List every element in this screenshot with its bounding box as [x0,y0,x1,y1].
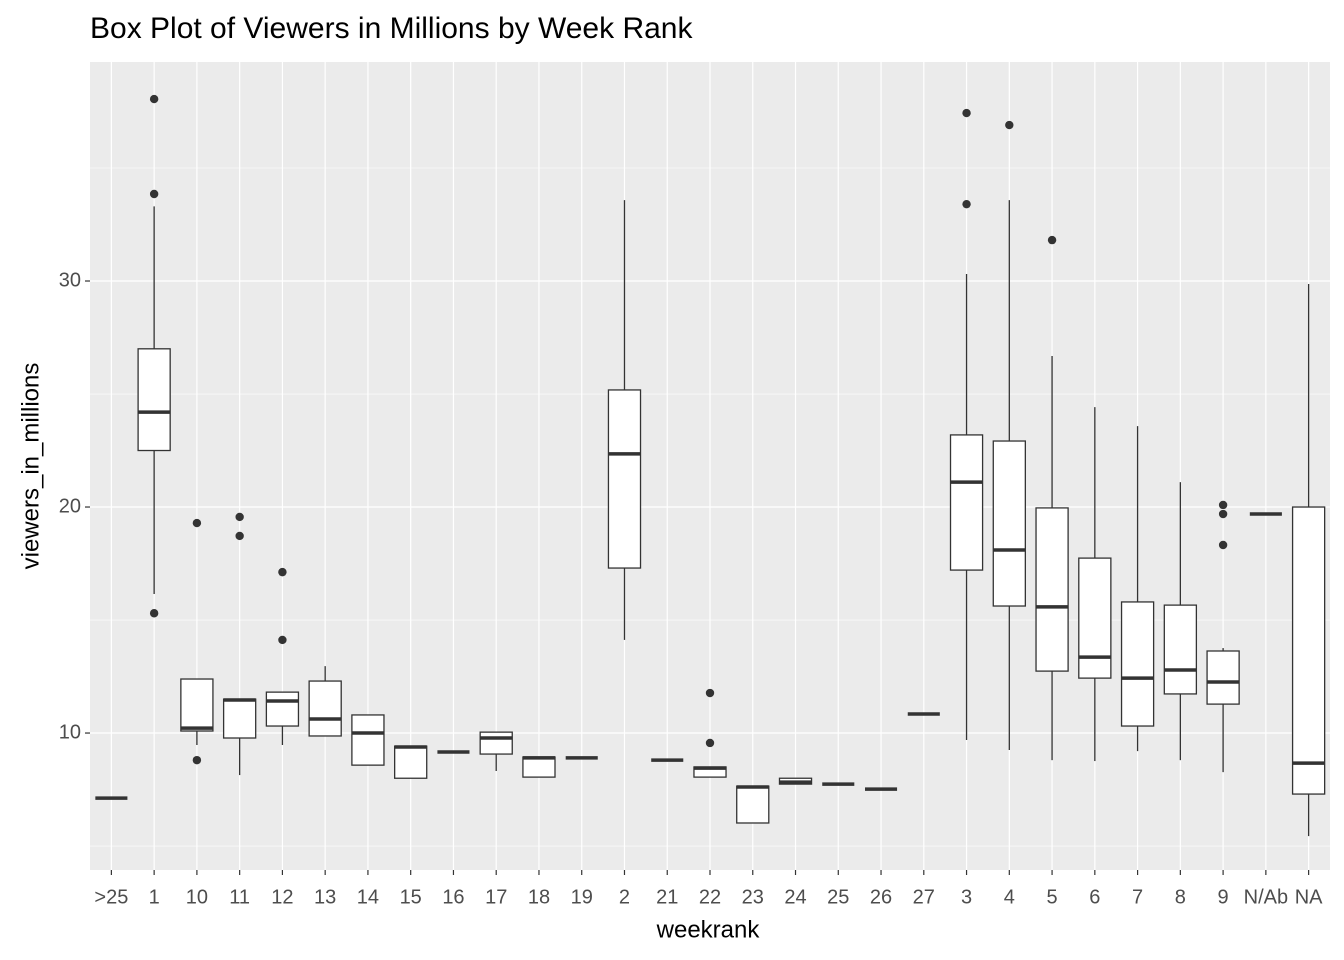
outlier [962,108,971,118]
y-tick-label: 10 [59,721,81,743]
outlier [1218,509,1228,519]
x-tick-label: 24 [784,886,806,908]
y-tick-label: 20 [59,495,81,517]
x-tick-label: 19 [571,886,593,908]
y-tick-label: 30 [59,269,81,291]
outlier [192,518,202,528]
x-tick-label: 3 [961,886,972,908]
box [180,678,214,732]
outlier [149,94,159,104]
box [1078,557,1112,679]
box [137,348,171,452]
outlier [705,688,715,698]
x-tick-label: 21 [656,886,678,908]
x-tick-label: 10 [186,886,208,908]
x-tick-label: 11 [229,886,250,908]
x-tick-label: 17 [485,886,507,908]
box [222,698,257,739]
box [308,680,342,737]
x-tick-label: N/Ab [1244,886,1288,908]
x-tick-label: 5 [1047,886,1058,908]
y-axis-title: viewers_in_millions [17,363,44,570]
box [1120,601,1155,727]
x-tick-label: 26 [870,886,892,908]
box [351,714,385,766]
box [1163,604,1198,695]
x-tick-label: >25 [94,886,128,908]
box [265,691,300,727]
x-tick-label: 9 [1218,886,1229,908]
x-tick-label: 23 [742,886,764,908]
outlier [962,199,971,209]
outlier [278,567,287,577]
outlier [149,189,159,199]
x-tick-label: 12 [271,886,293,908]
box [522,756,556,778]
x-tick-label: 6 [1089,886,1100,908]
x-tick-label: 14 [357,886,379,908]
x-tick-label: 22 [699,886,721,908]
x-tick-label: 18 [528,886,550,908]
x-axis-title: weekrank [656,916,761,943]
box [1291,506,1326,795]
box [1206,650,1240,705]
x-tick-label: 25 [827,886,849,908]
x-tick-label: 8 [1175,886,1186,908]
x-tick-label: 2 [619,886,630,908]
outlier [1005,120,1014,130]
outlier [705,738,715,748]
box [949,434,984,571]
x-tick-label: 15 [400,886,422,908]
box [479,731,513,755]
x-tick-label: NA [1295,886,1323,908]
box [607,389,642,569]
outlier [235,531,244,541]
box [394,745,428,779]
box [736,785,770,824]
outlier [278,635,287,645]
box [992,440,1026,607]
chart-title: Box Plot of Viewers in Millions by Week … [90,12,693,45]
box [1035,507,1069,672]
outlier [192,755,202,765]
x-tick-label: 13 [314,886,336,908]
x-tick-label: 4 [1004,886,1015,908]
outlier [1218,500,1228,510]
x-tick-label: 16 [442,886,464,908]
x-tick-label: 1 [149,886,160,908]
x-tick-label: 27 [913,886,935,908]
outlier [1218,540,1228,550]
x-tick-label: 7 [1132,886,1143,908]
outlier [1047,235,1057,245]
outlier [235,512,244,522]
outlier [149,609,159,618]
